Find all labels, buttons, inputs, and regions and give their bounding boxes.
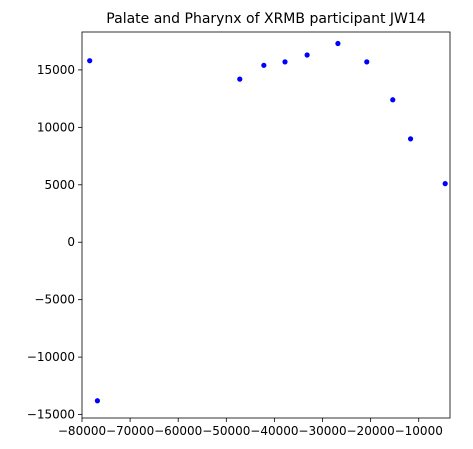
data-point bbox=[282, 59, 288, 65]
x-tick-label: −20000 bbox=[347, 424, 395, 438]
y-tick-label: −15000 bbox=[27, 408, 75, 422]
data-point bbox=[407, 136, 414, 142]
data-point bbox=[390, 97, 396, 103]
data-point bbox=[94, 398, 100, 404]
x-tick-label: −30000 bbox=[298, 424, 346, 438]
data-point bbox=[261, 62, 267, 68]
data-point bbox=[237, 76, 243, 82]
x-tick-label: −40000 bbox=[250, 424, 298, 438]
data-point bbox=[87, 58, 93, 64]
x-axis: −80000 −70000 −60000 −50000 −40000 −30000 −200… bbox=[58, 418, 443, 438]
y-tick-label: −5000 bbox=[34, 293, 75, 307]
y-tick-label: 0 bbox=[67, 235, 75, 249]
data-point bbox=[442, 181, 448, 187]
y-tick-label: 10000 bbox=[37, 120, 75, 134]
data-point bbox=[335, 40, 341, 47]
y-tick-label: 5000 bbox=[44, 178, 75, 192]
x-tick-label: −80000 bbox=[58, 424, 106, 438]
x-tick-label: −10000 bbox=[395, 424, 443, 438]
y-tick-label: 15000 bbox=[37, 63, 75, 77]
data-point bbox=[304, 52, 310, 58]
chart-title: Palate and Pharynx of XRMB participant J… bbox=[106, 11, 425, 27]
data-point bbox=[364, 59, 370, 65]
x-tick-label: −70000 bbox=[106, 424, 154, 438]
y-axis: −15000 −10000 −5000 0 5000 10000 15000 bbox=[27, 63, 82, 422]
y-tick-label: −10000 bbox=[27, 350, 75, 364]
plot-area bbox=[87, 40, 448, 404]
plot-frame bbox=[81, 31, 451, 419]
x-tick-label: −60000 bbox=[154, 424, 202, 438]
x-tick-label: −50000 bbox=[202, 424, 250, 438]
